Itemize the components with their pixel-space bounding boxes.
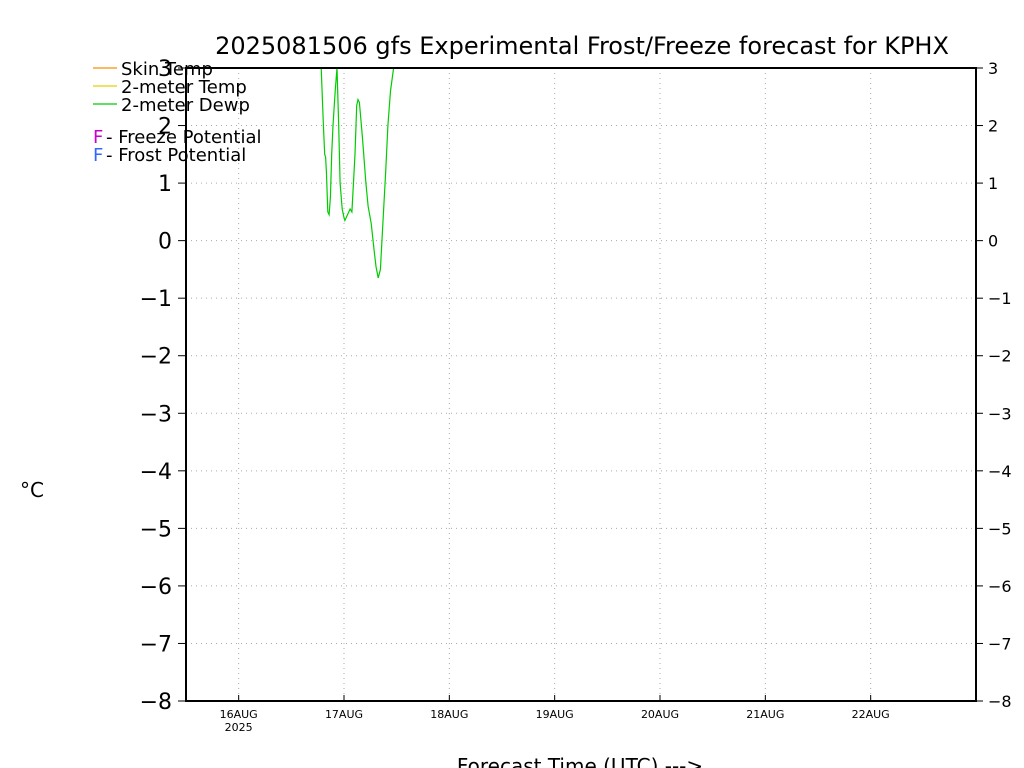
x-tick-label: 16AUG	[220, 708, 258, 721]
plot-frame	[185, 67, 977, 702]
y-tick-label: 0	[158, 230, 172, 255]
x-tick-label: 21AUG	[746, 708, 784, 721]
y-tick-label: −8	[140, 690, 172, 715]
y-tick-label-right: 1	[988, 174, 998, 193]
legend-marker-symbol: F	[93, 127, 103, 148]
legend-marker-label: - Frost Potential	[106, 145, 246, 166]
legend-label: 2-meter Temp	[121, 77, 247, 98]
series-line-2-meter-dewp	[320, 68, 404, 279]
y-axis-right: 3 2 1 0 −1 −2 −3 −4 −5 −6 −7 −8	[976, 59, 1012, 711]
y-tick-label-right: 0	[988, 232, 998, 251]
legend-marker-label: - Freeze Potential	[106, 127, 262, 148]
y-tick-label: −4	[140, 460, 172, 485]
y-tick-label: −2	[140, 345, 172, 370]
y-tick-label-right: −8	[988, 692, 1012, 711]
legend-label: 2-meter Dewp	[121, 95, 250, 116]
legend-marker-symbol: F	[93, 145, 103, 166]
x-tick-sublabel: 2025	[225, 721, 253, 734]
x-tick-label: 17AUG	[325, 708, 363, 721]
x-tick-label: 19AUG	[536, 708, 574, 721]
y-tick-label: 2	[158, 115, 172, 140]
y-tick-label-right: −2	[988, 347, 1012, 366]
x-tick-label: 20AUG	[641, 708, 679, 721]
x-tick-label: 22AUG	[852, 708, 890, 721]
y-tick-label-right: −7	[988, 634, 1012, 653]
y-tick-label-right: 3	[988, 59, 998, 78]
y-tick-label: −3	[140, 402, 172, 427]
y-axis-left: 3 2 1 0 −1 −2 −3 −4 −5 −6 −7 −8	[140, 57, 186, 715]
y-tick-label-right: −4	[988, 462, 1012, 481]
y-tick-label: 3	[158, 57, 172, 82]
legend-label: Skin Temp	[121, 59, 213, 80]
y-tick-label: −7	[140, 632, 172, 657]
y-tick-label-right: −3	[988, 404, 1012, 423]
y-tick-label: −1	[140, 287, 172, 312]
y-tick-label-right: −1	[988, 289, 1012, 308]
y-tick-label-right: 2	[988, 117, 998, 136]
y-tick-label: −6	[140, 575, 172, 600]
x-tick-label: 18AUG	[430, 708, 468, 721]
y-tick-label: −5	[140, 517, 172, 542]
grid-lines	[186, 68, 976, 701]
y-tick-label: 1	[158, 172, 172, 197]
x-axis-label: Forecast Time (UTC) --->	[457, 754, 703, 768]
y-tick-label-right: −5	[988, 519, 1012, 538]
y-tick-label-right: −6	[988, 577, 1012, 596]
y-axis-label: °C	[20, 478, 44, 502]
chart-title: 2025081506 gfs Experimental Frost/Freeze…	[215, 32, 949, 60]
series-layer	[320, 68, 404, 279]
